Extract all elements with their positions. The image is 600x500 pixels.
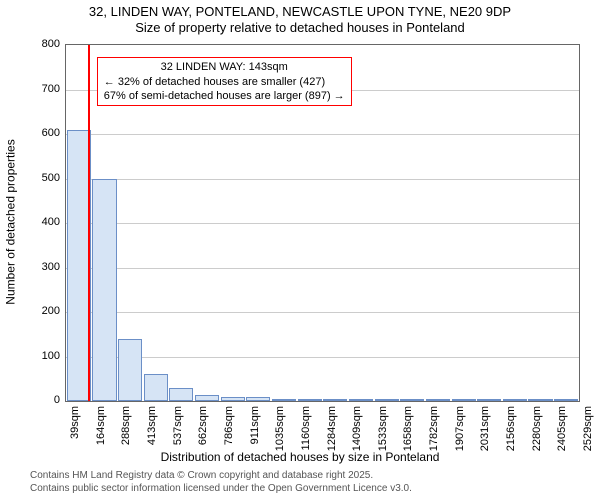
y-tick: 500 [30,172,60,184]
x-tick: 39sqm [69,406,81,439]
y-tick: 0 [30,394,60,406]
x-tick: 2156sqm [505,406,517,451]
chart-container: 32, LINDEN WAY, PONTELAND, NEWCASTLE UPO… [0,0,600,500]
x-tick: 1035sqm [274,406,286,451]
y-axis-label: Number of detached properties [4,139,18,304]
gridline [66,179,579,180]
x-tick: 786sqm [223,406,235,445]
bar [503,399,527,401]
x-tick: 537sqm [172,406,184,445]
bar [246,397,270,401]
gridline [66,312,579,313]
x-tick: 1907sqm [454,406,466,451]
marker-line [88,45,90,401]
title-address: 32, LINDEN WAY, PONTELAND, NEWCASTLE UPO… [0,4,600,19]
annotation-line: 32 LINDEN WAY: 143sqm [104,60,345,74]
x-tick: 413sqm [146,406,158,445]
bar [349,399,373,401]
bar [118,339,142,401]
bar [426,399,450,401]
x-tick: 2529sqm [582,406,594,451]
x-tick: 1658sqm [402,406,414,451]
y-tick: 700 [30,83,60,95]
bar [272,399,296,401]
y-tick: 400 [30,216,60,228]
footer-line1: Contains HM Land Registry data © Crown c… [30,470,373,481]
bar [554,399,578,401]
x-tick: 1409sqm [351,406,363,451]
x-tick: 1160sqm [300,406,312,450]
bar [323,399,347,401]
plot-area: 32 LINDEN WAY: 143sqm← 32% of detached h… [65,44,580,402]
bar [400,399,424,401]
gridline [66,223,579,224]
y-tick: 200 [30,305,60,317]
bar [528,399,552,401]
bar [375,399,399,401]
bar [195,395,219,401]
x-tick: 164sqm [95,406,107,445]
x-tick: 1533sqm [377,406,389,451]
title-subtitle: Size of property relative to detached ho… [0,20,600,35]
bar [169,388,193,401]
gridline [66,268,579,269]
bar [298,399,322,401]
bar [92,179,116,402]
y-tick: 600 [30,127,60,139]
x-tick: 1284sqm [326,406,338,451]
x-tick: 662sqm [197,406,209,445]
x-tick: 911sqm [249,406,261,444]
x-tick: 2405sqm [556,406,568,451]
x-axis-label: Distribution of detached houses by size … [0,450,600,464]
bar [452,399,476,401]
x-tick: 288sqm [120,406,132,445]
x-tick: 2280sqm [531,406,543,451]
bar [221,397,245,401]
y-tick: 300 [30,261,60,273]
y-tick: 800 [30,38,60,50]
x-tick: 2031sqm [479,406,491,451]
bar [144,374,168,401]
gridline [66,134,579,135]
annotation-box: 32 LINDEN WAY: 143sqm← 32% of detached h… [97,57,352,106]
x-tick: 1782sqm [428,406,440,451]
y-tick: 100 [30,350,60,362]
annotation-line: ← 32% of detached houses are smaller (42… [104,75,345,89]
gridline [66,357,579,358]
annotation-line: 67% of semi-detached houses are larger (… [104,89,345,103]
footer-line2: Contains public sector information licen… [30,483,412,494]
bar [477,399,501,401]
